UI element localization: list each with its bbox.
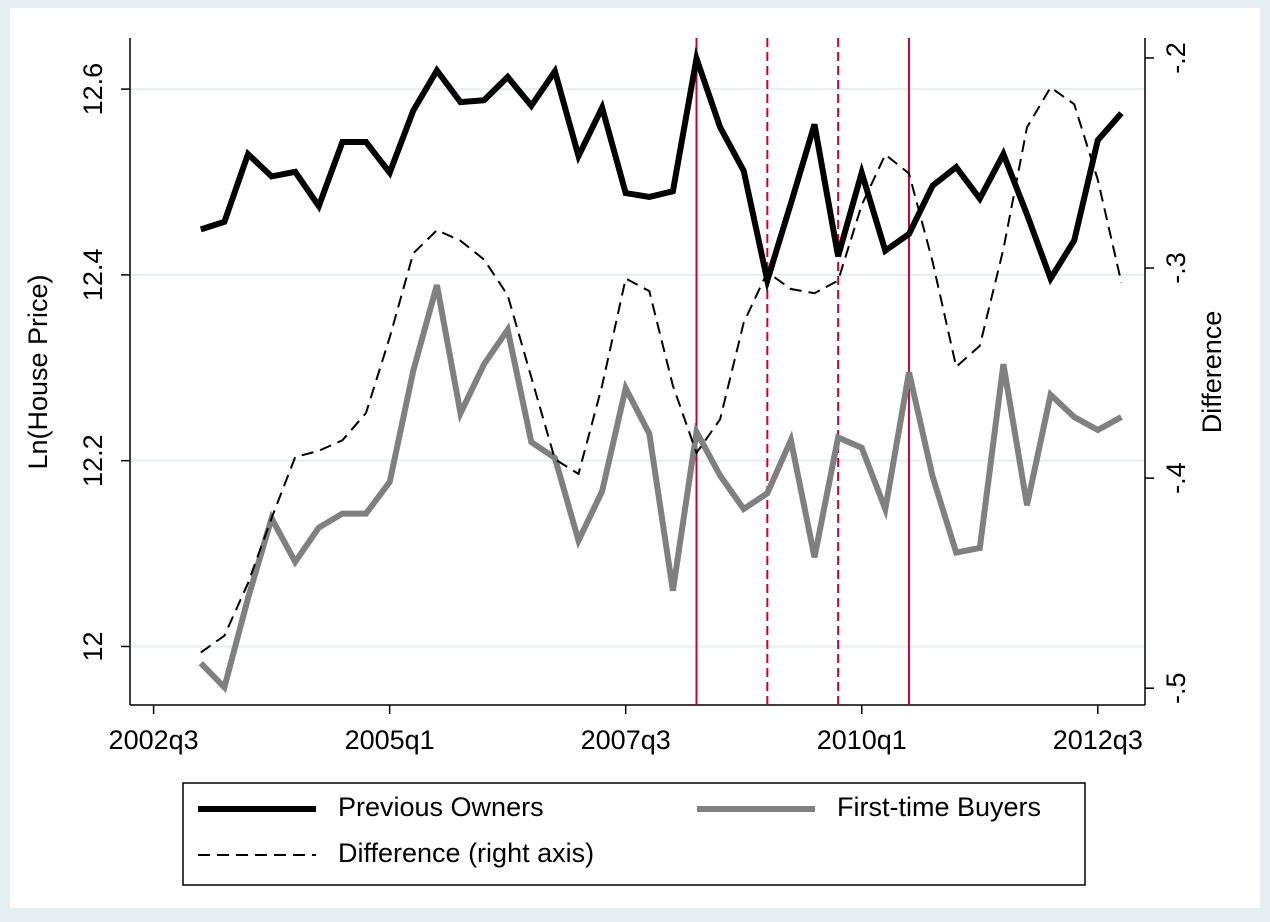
- y-axis-label: Ln(House Price): [23, 274, 53, 469]
- graph-region: [10, 8, 1260, 908]
- legend-label: First-time Buyers: [837, 792, 1041, 822]
- line-series: [200, 85, 1123, 654]
- line-series: [198, 284, 1123, 694]
- y-tick-label: 12.2: [78, 434, 108, 487]
- y-tick-label: 12: [78, 631, 108, 661]
- x-tick-label: 2012q3: [1053, 725, 1143, 755]
- x-tick-label: 2005q1: [345, 725, 435, 755]
- y-tick-label: 12.6: [78, 63, 108, 116]
- y2-tick-label: -.2: [1161, 42, 1191, 74]
- x-tick-label: 2002q3: [109, 725, 199, 755]
- x-tick-label: 2007q3: [581, 725, 671, 755]
- legend-label: Difference (right axis): [338, 838, 594, 868]
- y2-axis-label: Difference: [1197, 311, 1227, 434]
- y2-tick-label: -.4: [1161, 462, 1191, 494]
- legend-label: Previous Owners: [338, 792, 544, 822]
- y2-tick-label: -.5: [1161, 672, 1191, 704]
- line-series: [199, 46, 1124, 293]
- y2-tick-label: -.3: [1161, 252, 1191, 284]
- x-tick-label: 2010q1: [817, 725, 907, 755]
- legend-box: [182, 782, 1086, 886]
- y-tick-label: 12.4: [78, 249, 108, 302]
